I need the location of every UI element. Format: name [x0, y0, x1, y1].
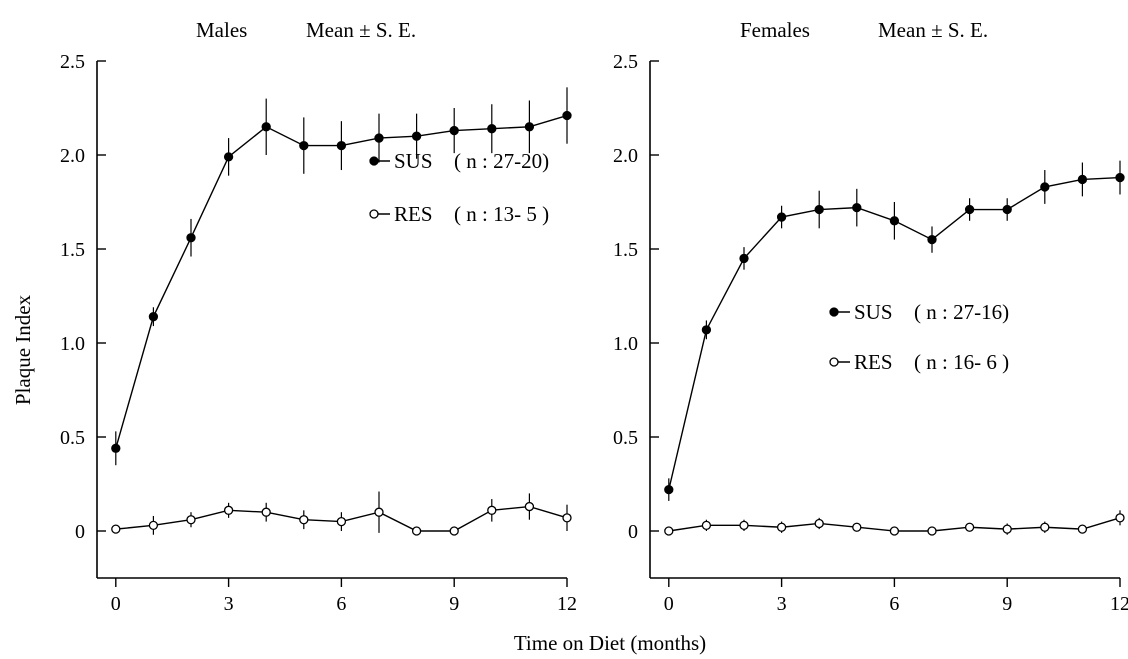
- panel0-x-tick-label: 3: [224, 593, 234, 615]
- panel1-sus-legend-marker: [829, 307, 839, 317]
- panel0-res-point: [261, 507, 271, 517]
- panel0-y-tick-label: 1.0: [60, 333, 85, 355]
- panel0-res-point: [411, 526, 422, 536]
- panel0-x-tick-label: 12: [557, 593, 577, 615]
- panel1-sus-point: [1040, 182, 1050, 192]
- females-panel-subtitle: Mean ± S. E.: [878, 18, 988, 42]
- panel1-sus-point: [701, 325, 712, 335]
- panel0-sus-point: [449, 125, 459, 136]
- males-panel: Males Mean ± S. E. 0 0.5 1.0 1.5 2.0 2.5 0 3 6 9 1…: [60, 18, 577, 615]
- panel1-sus-legend-label: SUS: [854, 300, 893, 324]
- panel0-sus-legend-marker: [369, 156, 379, 166]
- panel0-y-tick-label: 2.5: [60, 51, 85, 73]
- panel1-sus-point: [927, 234, 937, 245]
- panel0-y-tick-label: 1.5: [60, 239, 85, 261]
- panel1-y-tick-label: 2.5: [613, 51, 638, 73]
- panel1-res-legend-label: RES: [854, 350, 893, 374]
- panel1-res-point: [701, 520, 712, 531]
- panel0-res-point: [336, 516, 347, 527]
- y-axis-label: Plaque Index: [11, 294, 35, 405]
- panel0-res-legend-label: RES: [394, 202, 433, 226]
- panel1-sus-point: [664, 484, 674, 495]
- panel0-res-point: [186, 515, 196, 525]
- panel1-sus-point: [852, 202, 862, 213]
- panel0-res-point: [111, 524, 121, 534]
- panel0-sus-legend-n: ( n : 27-20): [454, 149, 549, 173]
- panel0-sus-point: [487, 124, 497, 134]
- panel1-sus-point: [1077, 174, 1088, 185]
- panel1-res-point: [889, 526, 900, 536]
- panel0-res-point: [148, 520, 159, 531]
- panel1-sus-point: [964, 204, 975, 215]
- panel0-res-point: [562, 513, 572, 523]
- panel0-sus-point: [111, 443, 121, 453]
- panel1-res-legend-marker: [829, 357, 839, 367]
- panel0-sus-point: [374, 133, 384, 143]
- panel1-res-point: [1077, 524, 1088, 534]
- panel1-y-tick-label: 0.5: [613, 427, 638, 449]
- females-panel: Females Mean ± S. E. 0 0.5 1.0 1.5 2.0 2.5 0 3 6…: [613, 18, 1128, 615]
- males-panel-title: Males: [196, 18, 247, 42]
- panel0-res-point: [524, 501, 535, 512]
- panel0-x-tick-label: 0: [111, 593, 121, 615]
- panel1-x-tick-label: 9: [1002, 593, 1012, 615]
- panel1-sus-point: [776, 212, 787, 222]
- panel1-res-legend-n: ( n : 16- 6 ): [914, 350, 1009, 374]
- panel0-res-point: [487, 505, 497, 515]
- panel1-y-tick-label: 2.0: [613, 145, 638, 167]
- panel1-x-tick-label: 6: [889, 593, 899, 615]
- panel0-sus-point: [186, 233, 196, 243]
- panel1-y-tick-label: 1.5: [613, 239, 638, 261]
- panel1-res-point: [927, 526, 937, 536]
- panel1-sus-legend-n: ( n : 27-16): [914, 300, 1009, 324]
- panel1-res-point: [1040, 522, 1050, 532]
- panel0-sus-point: [524, 122, 535, 132]
- panel0-x-tick-label: 6: [336, 593, 346, 615]
- panel1-res-point: [664, 526, 674, 536]
- panel1-x-tick-label: 3: [777, 593, 787, 615]
- panel1-res-point: [1115, 513, 1125, 523]
- panel0-res-legend-marker: [369, 209, 379, 219]
- panel0-sus-point: [148, 312, 159, 322]
- panel0-sus-legend-label: SUS: [394, 149, 433, 173]
- panel0-res-point: [299, 515, 309, 525]
- panel0-res-point: [223, 505, 234, 515]
- panel1-res-point: [1002, 524, 1012, 534]
- panel0-sus-point: [223, 152, 234, 162]
- panel0-sus-point: [261, 122, 271, 132]
- panel0-sus-point: [336, 140, 347, 151]
- panel0-sus-point: [299, 140, 309, 151]
- panel0-sus-point: [562, 110, 572, 121]
- females-panel-title: Females: [740, 18, 810, 42]
- panel1-res-point: [964, 522, 975, 532]
- panel0-x-tick-label: 9: [449, 593, 459, 615]
- panel1-sus-point: [1002, 204, 1012, 215]
- panel1-res-point: [852, 522, 862, 532]
- panel0-res-legend-n: ( n : 13- 5 ): [454, 202, 549, 226]
- panel1-x-tick-label: 0: [664, 593, 674, 615]
- panel1-res-point: [814, 518, 824, 529]
- panel1-sus-point: [814, 204, 824, 215]
- panel0-sus-point: [411, 131, 422, 141]
- panel1-y-tick-label: 0: [628, 521, 638, 543]
- x-axis-label: Time on Diet (months): [514, 631, 706, 655]
- panel1-sus-point: [739, 253, 749, 264]
- panel1-sus-point: [1115, 172, 1125, 183]
- panel1-res-point: [739, 520, 749, 531]
- panel0-y-tick-label: 0.5: [60, 427, 85, 449]
- panel1-sus-point: [889, 216, 900, 226]
- males-panel-subtitle: Mean ± S. E.: [306, 18, 416, 42]
- panel1-y-tick-label: 1.0: [613, 333, 638, 355]
- panel1-x-tick-label: 12: [1110, 593, 1128, 615]
- panel0-y-tick-label: 0: [75, 521, 85, 543]
- panel0-res-point: [449, 526, 459, 536]
- panel0-y-tick-label: 2.0: [60, 145, 85, 167]
- panel0-res-point: [374, 507, 384, 517]
- panel1-res-point: [776, 522, 787, 532]
